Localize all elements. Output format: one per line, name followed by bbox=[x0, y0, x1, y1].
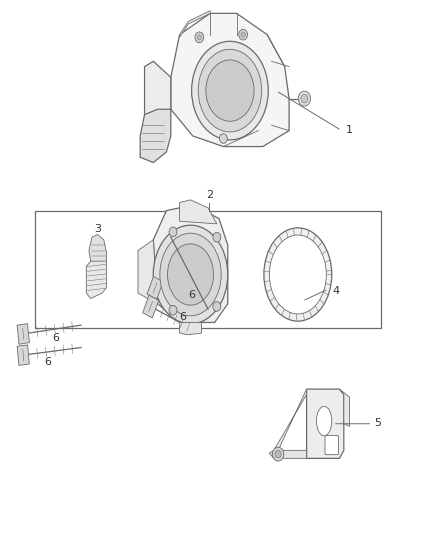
Polygon shape bbox=[274, 389, 307, 450]
Circle shape bbox=[272, 447, 284, 461]
Polygon shape bbox=[147, 277, 163, 299]
Polygon shape bbox=[307, 389, 344, 458]
Polygon shape bbox=[180, 322, 201, 335]
Polygon shape bbox=[140, 109, 171, 163]
Ellipse shape bbox=[192, 42, 268, 140]
Ellipse shape bbox=[264, 228, 332, 321]
Text: 4: 4 bbox=[333, 286, 340, 296]
Circle shape bbox=[219, 134, 227, 143]
Ellipse shape bbox=[269, 235, 326, 314]
Ellipse shape bbox=[153, 225, 228, 324]
Text: 6: 6 bbox=[44, 357, 51, 367]
Polygon shape bbox=[269, 450, 307, 458]
Polygon shape bbox=[138, 240, 158, 304]
Bar bbox=[35, 211, 381, 328]
Polygon shape bbox=[17, 324, 29, 344]
Text: 6: 6 bbox=[180, 312, 187, 322]
Polygon shape bbox=[171, 13, 289, 147]
Polygon shape bbox=[339, 389, 350, 426]
Circle shape bbox=[241, 32, 245, 37]
Text: 3: 3 bbox=[94, 224, 101, 234]
Polygon shape bbox=[143, 295, 159, 318]
FancyBboxPatch shape bbox=[325, 435, 339, 455]
Ellipse shape bbox=[316, 406, 332, 436]
Polygon shape bbox=[17, 345, 29, 365]
Ellipse shape bbox=[206, 60, 254, 122]
Circle shape bbox=[275, 450, 281, 458]
Polygon shape bbox=[153, 205, 228, 322]
Text: 1: 1 bbox=[346, 125, 353, 135]
Circle shape bbox=[169, 305, 177, 315]
Text: 2: 2 bbox=[206, 190, 213, 200]
Polygon shape bbox=[89, 235, 106, 261]
Circle shape bbox=[301, 94, 308, 103]
Ellipse shape bbox=[198, 50, 262, 132]
Circle shape bbox=[239, 29, 247, 40]
Polygon shape bbox=[180, 200, 217, 224]
Circle shape bbox=[195, 32, 204, 43]
Text: 6: 6 bbox=[188, 290, 195, 301]
Polygon shape bbox=[145, 61, 171, 120]
Ellipse shape bbox=[160, 233, 221, 316]
Circle shape bbox=[213, 232, 221, 242]
Circle shape bbox=[298, 91, 311, 106]
Text: 6: 6 bbox=[53, 333, 60, 343]
Circle shape bbox=[197, 35, 201, 40]
Circle shape bbox=[213, 302, 221, 311]
Text: 5: 5 bbox=[374, 418, 381, 429]
Circle shape bbox=[169, 227, 177, 237]
Polygon shape bbox=[86, 256, 106, 298]
Ellipse shape bbox=[167, 244, 214, 305]
Polygon shape bbox=[180, 11, 210, 37]
